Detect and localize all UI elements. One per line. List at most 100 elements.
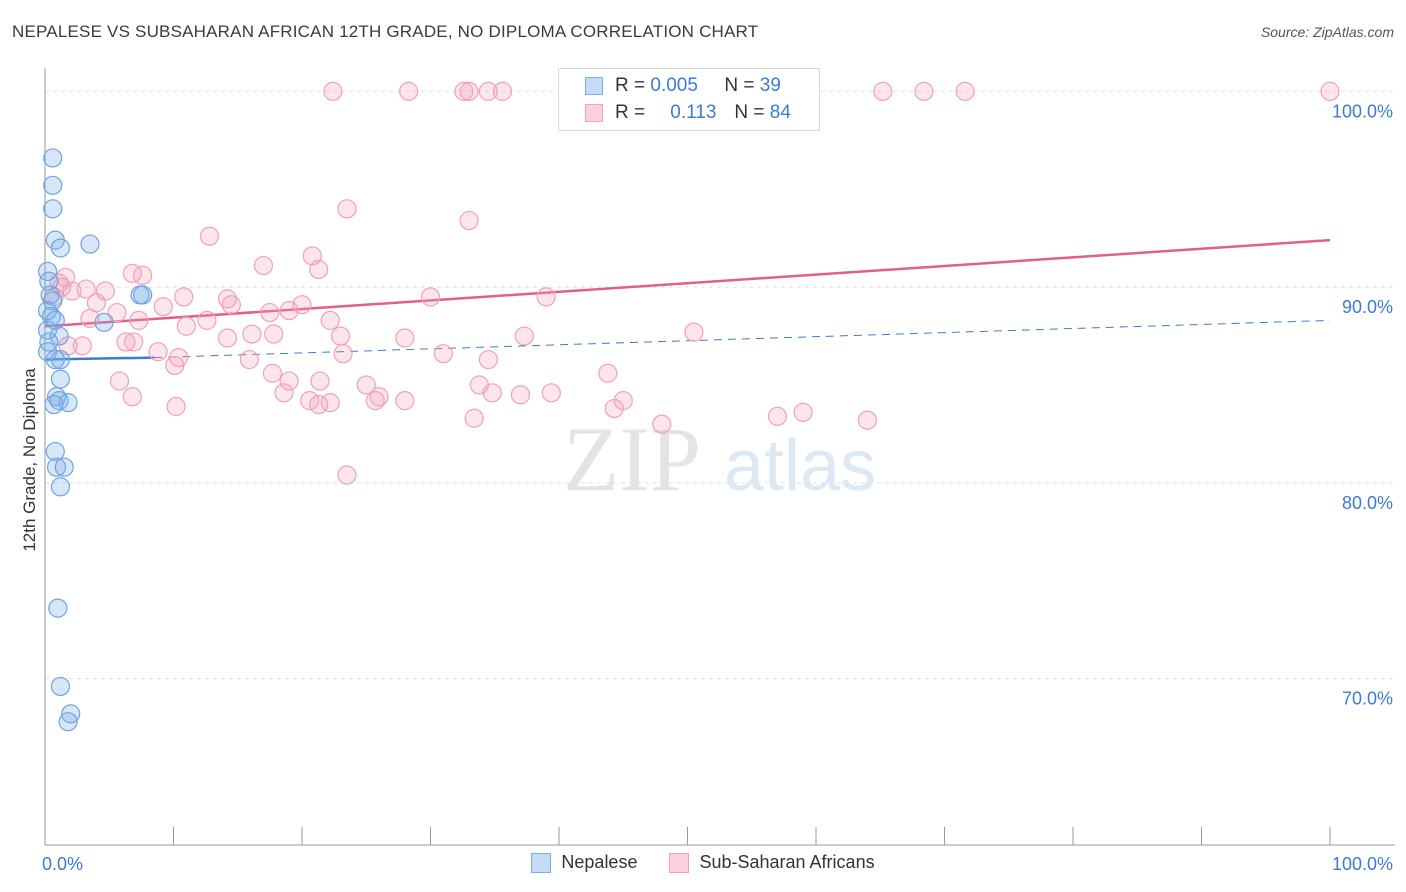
subsaharan-point — [420, 287, 441, 307]
subsaharan-point — [482, 383, 502, 403]
source-credit: Source: ZipAtlas.com — [1260, 24, 1394, 40]
nepalese-point — [44, 394, 64, 415]
subsaharan-point — [174, 287, 194, 307]
subsaharan-point — [309, 259, 329, 280]
legend-label-subsaharan: Sub-Saharan Africans — [699, 852, 875, 872]
subsaharan-point — [514, 326, 534, 346]
legend-r-label: R = — [615, 75, 646, 96]
subsaharan-point — [217, 328, 238, 348]
subsaharan-point — [122, 387, 142, 407]
subsaharan-point — [356, 375, 376, 395]
nepalese-point — [43, 291, 63, 311]
nepalese-point — [50, 477, 71, 497]
subsaharan-point — [109, 371, 130, 391]
legend-n-value-nepalese: 39 — [759, 75, 781, 96]
stats-legend: R = 0.005 N = 39 R = 0.113 N = 84 — [558, 68, 820, 131]
y-axis-label: 12th Grade, No Diploma — [20, 368, 39, 552]
nepalese-point — [94, 312, 114, 332]
subsaharan-point — [459, 81, 479, 101]
subsaharan-point — [337, 199, 357, 219]
subsaharan-point — [536, 287, 556, 307]
legend-row-subsaharan: R = 0.113 N = 84 — [585, 100, 791, 126]
legend-n-label: N = — [734, 102, 765, 123]
subsaharan-point — [279, 371, 299, 391]
subsaharan-swatch — [585, 104, 603, 122]
nepalese-point — [130, 285, 150, 305]
subsaharan-point — [221, 295, 241, 315]
x-tick-label-min: 0.0% — [42, 854, 83, 874]
subsaharan-point — [166, 396, 186, 417]
subsaharan-point — [253, 255, 274, 276]
nepalese-point — [50, 349, 71, 370]
subsaharan-point — [116, 332, 136, 352]
subsaharan-point — [510, 385, 531, 405]
nepalese-point — [45, 349, 65, 370]
nepalese-point — [54, 457, 74, 477]
nepalese-point — [45, 441, 65, 462]
subsaharan-point — [1320, 81, 1340, 101]
subsaharan-point — [76, 279, 96, 299]
legend-row-nepalese: R = 0.005 N = 39 — [585, 73, 781, 99]
subsaharan-point — [433, 344, 453, 364]
subsaharan-point — [320, 393, 340, 413]
subsaharan-point — [399, 81, 419, 101]
legend-item-subsaharan: Sub-Saharan Africans — [669, 852, 875, 873]
subsaharan-point — [323, 81, 343, 101]
legend-label-nepalese: Nepalese — [561, 852, 638, 872]
nepalese-point — [39, 332, 59, 352]
subsaharan-point — [454, 81, 474, 101]
tick-labels: 70.0% 80.0% 90.0% 100.0% 0.0% 100.0% — [42, 101, 1393, 874]
legend-r-value-nepalese: 0.005 — [650, 75, 698, 96]
nepalese-legend-swatch — [531, 852, 552, 873]
subsaharan-point — [264, 324, 284, 344]
subsaharan-point — [153, 297, 173, 317]
subsaharan-point — [80, 308, 100, 329]
subsaharan-point — [464, 408, 484, 428]
nepalese-point — [45, 310, 65, 330]
y-tick-label: 90.0% — [1342, 297, 1393, 317]
legend-item-nepalese: Nepalese — [531, 852, 637, 873]
subsaharan-point — [369, 387, 389, 407]
nepalese-trend-line — [44, 356, 155, 361]
subsaharan-point — [955, 81, 975, 101]
legend-n-value-subsaharan: 84 — [769, 102, 791, 123]
subsaharan-point — [541, 383, 561, 403]
y-tick-label: 80.0% — [1342, 493, 1393, 513]
subsaharan-point — [459, 210, 479, 231]
subsaharan-point — [337, 465, 357, 485]
trend-lines — [44, 238, 1331, 361]
nepalese-point — [50, 369, 71, 389]
subsaharan-point — [330, 326, 351, 346]
nepalese-point — [61, 704, 81, 724]
subsaharan-point — [598, 363, 618, 383]
axes — [44, 68, 1395, 846]
subsaharan-point — [260, 302, 280, 323]
subsaharan-point — [242, 324, 262, 344]
nepalese-point — [58, 712, 78, 732]
chart-title: NEPALESE VS SUBSAHARAN AFRICAN 12TH GRAD… — [12, 22, 759, 41]
subsaharan-point — [176, 316, 196, 336]
nepalese-point — [39, 271, 59, 291]
nepalese-swatch — [585, 77, 603, 95]
subsaharan-point — [239, 349, 259, 370]
subsaharan-point — [395, 328, 415, 348]
subsaharan-point — [478, 81, 498, 101]
nepalese-point — [49, 326, 69, 346]
subsaharan-point — [165, 355, 185, 376]
nepalese-point — [48, 598, 68, 618]
data-points — [37, 81, 1340, 732]
subsaharan-point — [197, 310, 217, 330]
watermark-zip: ZIP — [563, 408, 701, 510]
subsaharan-point — [274, 383, 294, 403]
subsaharan-point — [767, 406, 788, 426]
x-tick-label-max: 100.0% — [1332, 854, 1393, 874]
subsaharan-point — [793, 402, 813, 422]
legend-r-label: R = — [615, 102, 646, 123]
y-tick-label: 70.0% — [1342, 689, 1393, 709]
subsaharan-point — [478, 349, 498, 370]
subsaharan-point — [62, 281, 82, 301]
nepalese-point — [50, 676, 71, 697]
subsaharan-point — [262, 363, 283, 383]
subsaharan-point — [333, 344, 353, 364]
